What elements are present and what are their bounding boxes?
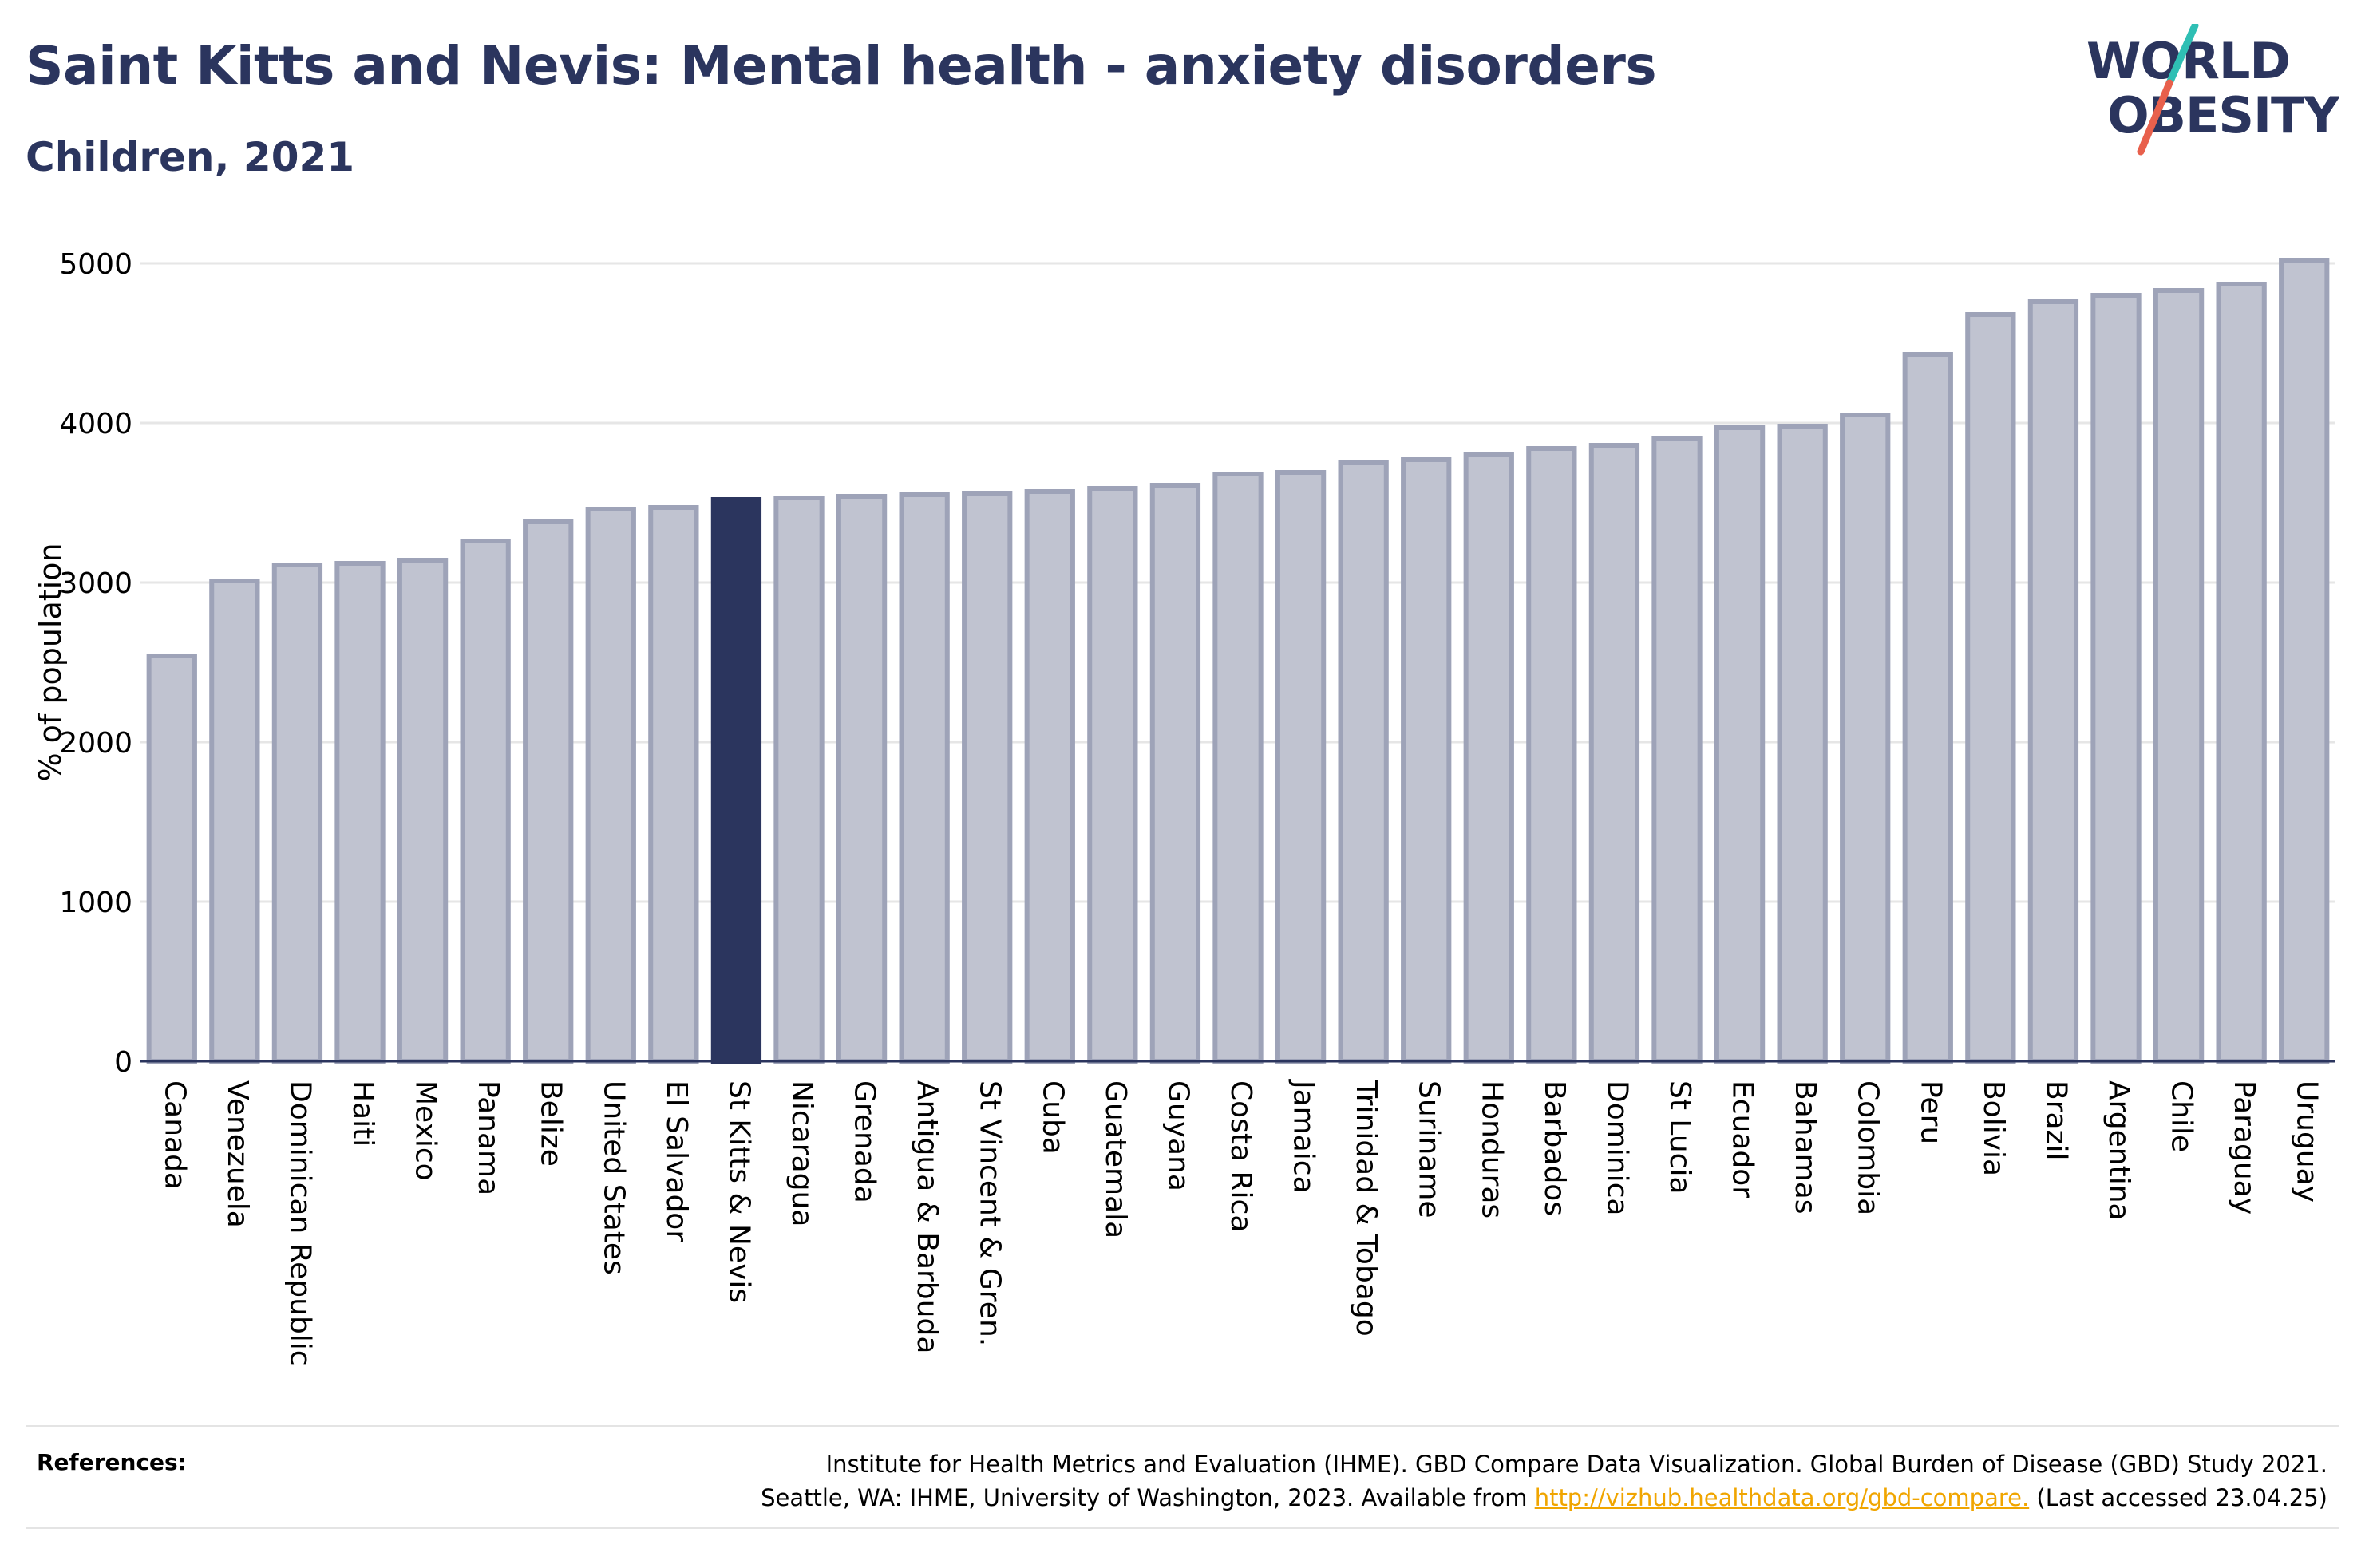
world-obesity-logo: WORLD OBESITY [2086,24,2339,156]
references-text: Institute for Health Metrics and Evaluat… [761,1448,2327,1515]
x-tick-label: Costa Rica [1224,1080,1257,1232]
x-tick-label: Canada [158,1080,191,1190]
bar [962,491,1013,1064]
bar [397,558,449,1064]
y-tick-labels: 0 1000 2000 3000 4000 5000 [59,248,132,1079]
y-tick-label: 3000 [59,567,132,600]
x-tick-label: Guatemala [1099,1080,1132,1238]
x-tick-label: Peru [1914,1080,1947,1144]
x-tick-label: Uruguay [2291,1080,2323,1203]
x-tick-label: Trinidad & Tobago [1350,1080,1382,1337]
bar [2090,293,2142,1064]
x-tick-label: Suriname [1413,1080,1445,1218]
bar [1588,443,1640,1064]
bar [1149,483,1201,1064]
references-line2-suffix: (Last accessed 23.04.25) [2029,1484,2327,1511]
x-tick-label: Colombia [1852,1080,1884,1215]
x-tick-label: Mexico [409,1080,442,1181]
y-tick-label: 5000 [59,248,132,281]
bar [460,539,511,1064]
x-tick-label: Haiti [346,1080,379,1147]
bars-layer [146,258,2330,1064]
bar-chart: 0 1000 2000 3000 4000 5000 Canada Venezuela Dom… [33,248,2335,1366]
x-tick-label: Jamaica [1287,1079,1320,1194]
x-tick-label: Barbados [1538,1080,1571,1216]
x-tick-label: El Salvador [660,1080,693,1242]
bar [2216,282,2267,1064]
chart-subtitle: Children, 2021 [26,134,355,180]
bar [523,519,574,1064]
x-tick-label: Brazil [2039,1080,2072,1160]
bar-highlighted [710,497,762,1064]
x-tick-label: Nicaragua [785,1080,818,1226]
references-footer: References: Institute for Health Metrics… [26,1425,2339,1529]
x-tick-label: St Vincent & Gren. [974,1080,1006,1346]
bar [1401,457,1452,1064]
x-tick-labels: Canada Venezuela Dominican Republic Haiti Me… [158,1079,2323,1366]
bar [1087,486,1138,1064]
x-tick-label: Honduras [1475,1080,1508,1218]
x-tick-label: Antigua & Barbuda [911,1080,943,1353]
bar [1965,312,2016,1064]
bar [1651,436,1703,1064]
bar [146,654,197,1064]
x-tick-label: Argentina [2102,1080,2135,1221]
x-tick-label: Dominica [1600,1080,1633,1216]
chart-title: Saint Kitts and Nevis: Mental health - a… [26,35,1657,97]
x-tick-label: Grenada [848,1080,881,1203]
bar [209,579,260,1064]
bar [1275,470,1327,1064]
x-tick-label: Paraguay [2228,1080,2260,1215]
references-line2-prefix: Seattle, WA: IHME, University of Washing… [761,1484,1535,1511]
y-tick-label: 2000 [59,727,132,760]
bar [1212,472,1264,1064]
x-tick-label: Chile [2165,1080,2198,1152]
x-tick-label: United States [597,1080,630,1275]
y-axis-label: % of population [33,543,68,781]
bar [1777,424,1828,1064]
bar [334,561,386,1064]
y-tick-label: 4000 [59,408,132,440]
x-tick-label: Bahamas [1789,1080,1821,1215]
y-tick-label: 1000 [59,887,132,919]
x-tick-label: Dominican Republic [283,1080,316,1366]
logo-slash-top [2165,24,2199,87]
bar [773,496,825,1064]
bar [2153,288,2205,1064]
logo-slash-bottom [2137,79,2173,156]
bar [899,492,950,1064]
x-tick-label: Ecuador [1726,1080,1759,1198]
bar [648,505,699,1064]
bar [1902,352,1953,1064]
bar [585,507,636,1064]
references-line2: Seattle, WA: IHME, University of Washing… [761,1481,2327,1515]
bar [836,494,888,1064]
bar [1338,460,1389,1064]
x-tick-label: Panama [472,1080,504,1195]
x-tick-label: Belize [535,1080,568,1167]
references-link[interactable]: http://vizhub.healthdata.org/gbd-compare… [1534,1484,2030,1511]
bar [1463,452,1514,1064]
references-label: References: [37,1449,187,1475]
x-tick-label: Bolivia [1977,1080,2010,1176]
references-line1: Institute for Health Metrics and Evaluat… [825,1451,2327,1478]
bar [1526,446,1577,1064]
bar [1024,489,1075,1064]
bar [271,563,323,1064]
bar [1840,413,1891,1064]
bar [2279,258,2330,1064]
x-tick-label: St Kitts & Nevis [722,1080,755,1303]
x-tick-label: Guyana [1161,1080,1194,1191]
x-tick-label: Venezuela [221,1080,254,1228]
bar [1714,425,1766,1064]
y-tick-label: 0 [114,1046,132,1079]
x-tick-label: Cuba [1036,1080,1069,1155]
bar [2027,299,2079,1064]
x-tick-label: St Lucia [1663,1080,1696,1195]
